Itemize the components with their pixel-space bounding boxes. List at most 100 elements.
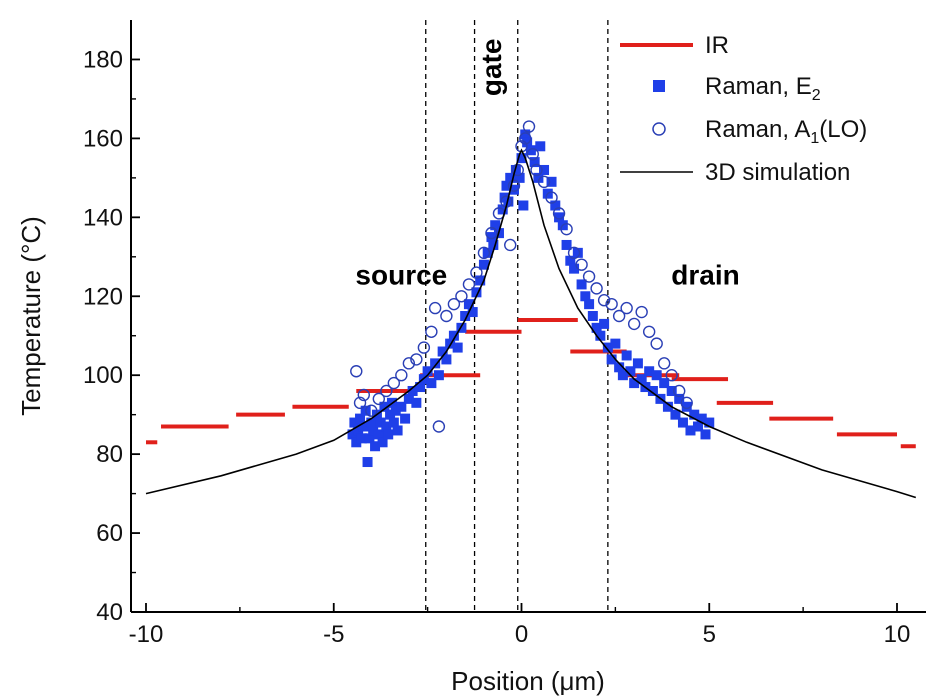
raman-e2-point: [407, 385, 418, 396]
raman-e2-point: [478, 259, 489, 270]
raman-a1-point: [511, 163, 524, 177]
raman-e2-point: [390, 405, 401, 416]
raman-a1-point: [526, 147, 539, 161]
raman-e2-point: [441, 354, 452, 365]
raman-e2-point: [456, 322, 467, 333]
raman-e2-point: [358, 421, 369, 432]
raman-a1-point: [395, 369, 408, 382]
x-axis-title: Position (μm): [451, 666, 605, 696]
raman-a1-point: [350, 365, 363, 378]
raman-a1-point: [575, 258, 588, 271]
raman-e2-point: [666, 385, 677, 396]
raman-e2-point: [525, 145, 536, 156]
raman-e2-point: [388, 417, 399, 428]
raman-e2-point: [636, 374, 647, 385]
raman-a1-point: [552, 207, 566, 220]
raman-e2-point: [370, 441, 381, 452]
raman-e2-point: [576, 279, 587, 290]
raman-e2-point: [651, 370, 662, 381]
y-tick-label: 100: [83, 362, 123, 389]
raman-a1-point: [507, 179, 521, 192]
raman-a1-point: [477, 246, 491, 260]
axes: 40 60 80 100 120 140 160 180 -10 -5 0 5 10 Position (…: [16, 20, 926, 696]
raman-a1-point: [597, 294, 611, 307]
raman-a1-point: [432, 420, 446, 433]
raman-e2-point: [467, 307, 478, 318]
raman-a1-point: [417, 341, 431, 354]
legend-label-main: Raman, A: [705, 116, 810, 143]
region-label-drain: drain: [671, 259, 739, 290]
raman-a1-point: [353, 396, 367, 410]
raman-a1-point: [537, 175, 551, 189]
x-tick-label: -10: [129, 621, 164, 648]
raman-e2-point: [535, 141, 546, 152]
raman-e2-point: [403, 393, 414, 404]
raman-a1-point: [612, 309, 626, 323]
raman-a1-point: [673, 384, 686, 398]
raman-e2-point: [520, 129, 531, 140]
raman-e2-point: [355, 413, 366, 424]
raman-a1-point: [665, 369, 678, 382]
legend-raman-e2-swatch: [653, 80, 665, 92]
raman-e2-point: [437, 346, 448, 357]
raman-e2-point: [349, 417, 360, 428]
raman-e2-point: [621, 350, 632, 361]
raman-e2-point: [471, 287, 482, 298]
legend-label: Raman, E2: [705, 73, 821, 104]
raman-e2-point: [700, 429, 711, 440]
raman-e2-point: [677, 417, 688, 428]
raman-e2-point: [587, 311, 598, 321]
raman-e2-point: [383, 429, 394, 440]
legend-label-main: 3D simulation: [705, 159, 850, 186]
legend-label: Raman, A1(LO): [705, 116, 867, 147]
raman-e2-point: [482, 247, 493, 258]
raman-a1-point: [680, 396, 693, 410]
raman-e2-point: [696, 413, 707, 424]
raman-e2-point: [539, 164, 550, 175]
legend-label-main: IR: [705, 32, 729, 59]
raman-e2-point: [411, 397, 422, 408]
legend-label: 3D simulation: [705, 159, 850, 186]
legend-raman-a1-swatch: [652, 122, 666, 136]
raman-a1-point: [590, 282, 603, 295]
raman-e2-point: [356, 433, 367, 444]
raman-a1-point: [357, 388, 370, 402]
x-tick-label: 5: [703, 621, 716, 648]
raman-e2-point: [580, 291, 591, 302]
raman-a1-point: [635, 305, 648, 319]
raman-a1-point: [657, 357, 671, 370]
raman-e2-point: [364, 433, 375, 444]
raman-e2-point: [400, 413, 411, 424]
raman-e2-point: [625, 366, 636, 377]
raman-e2-point: [463, 299, 474, 310]
y-tick-label: 40: [96, 599, 123, 626]
plot-area: [145, 20, 917, 612]
raman-e2-point: [488, 239, 499, 250]
raman-e2-point: [610, 338, 621, 349]
raman-e2-point: [685, 425, 696, 436]
raman-a1-point: [372, 392, 386, 406]
raman-e2-point: [377, 437, 388, 448]
raman-e2-point: [662, 401, 673, 412]
raman-e2-point: [373, 429, 384, 440]
x-tick-label: -5: [323, 621, 344, 648]
raman-e2-point: [379, 401, 390, 412]
raman-a1-point: [545, 191, 558, 204]
raman-e2-point: [692, 421, 703, 432]
raman-a1-point: [440, 309, 453, 323]
raman-e2-point: [647, 385, 658, 396]
raman-e2-point: [514, 172, 525, 183]
raman-e2-point: [433, 370, 444, 381]
raman-e2-point: [396, 401, 407, 412]
raman-e2-point: [546, 176, 557, 187]
raman-e2-point: [659, 378, 670, 389]
raman-e2-point: [644, 366, 655, 377]
raman-a1-point: [560, 222, 573, 236]
raman-e2-point: [602, 342, 613, 353]
raman-a1-point: [530, 163, 543, 177]
raman-e2-point: [366, 417, 377, 428]
raman-e2-point: [617, 370, 628, 381]
raman-e2-point: [375, 417, 386, 428]
raman-e2-point: [522, 137, 533, 148]
